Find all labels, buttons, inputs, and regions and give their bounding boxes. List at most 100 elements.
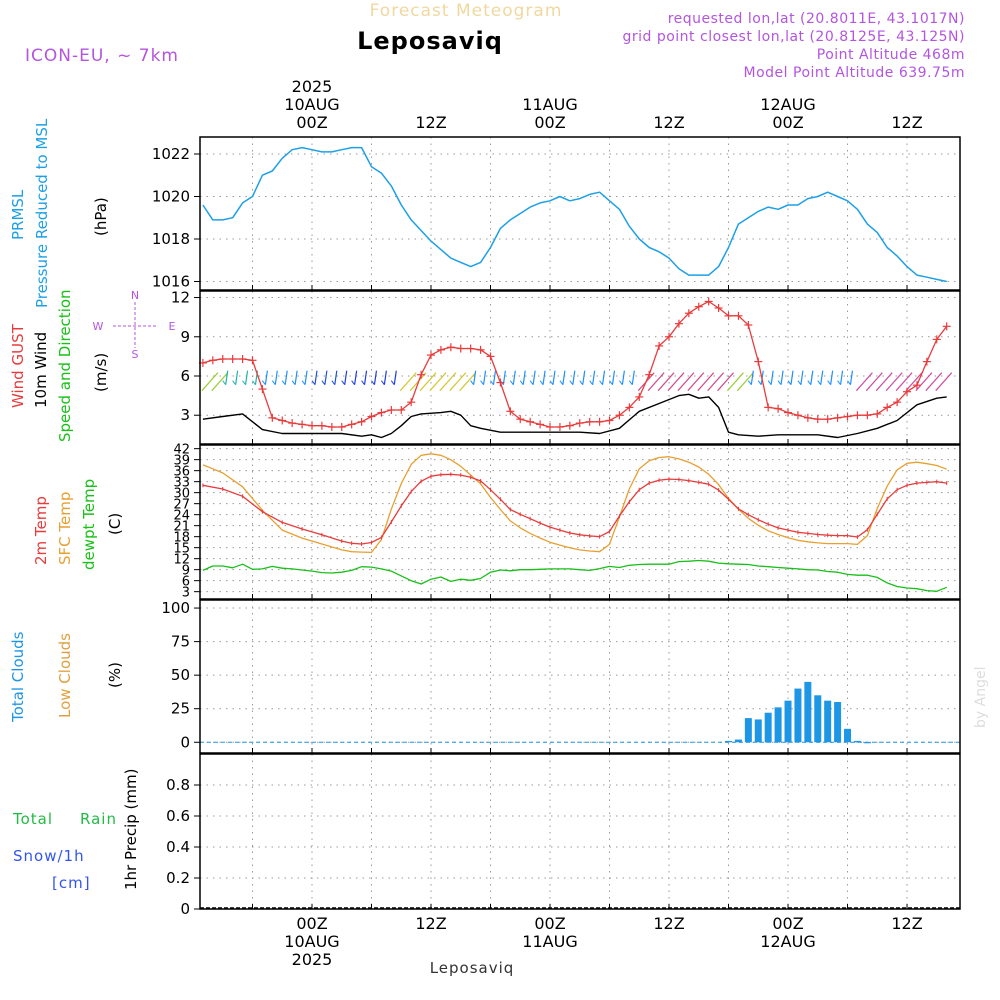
cloud-bar bbox=[764, 712, 772, 743]
wind-barb-head bbox=[519, 380, 524, 385]
cloud-bar bbox=[794, 688, 802, 743]
wind-labels: Wind GUST 10m Wind Speed and Direction (… bbox=[9, 289, 176, 442]
y-tick-label: 75 bbox=[171, 633, 190, 651]
pressure-label-2: Pressure Reduced to MSL bbox=[33, 118, 51, 308]
info-grid: grid point closest lon,lat (20.8125E, 43… bbox=[622, 29, 965, 45]
y-tick-label: 0.2 bbox=[166, 869, 190, 887]
rain-label: Rain bbox=[80, 810, 117, 828]
cloud-bar bbox=[754, 719, 762, 743]
cloud-bar bbox=[725, 740, 733, 743]
wind-barb-head bbox=[470, 380, 475, 385]
time-label-top: 10AUG bbox=[284, 95, 339, 114]
compass-icon: N S W E bbox=[93, 289, 176, 361]
wind-barb bbox=[235, 370, 239, 385]
wind-barb bbox=[582, 370, 586, 385]
panel-frame bbox=[199, 444, 961, 600]
time-label-top: 12AUG bbox=[760, 95, 815, 114]
wind-barb-head bbox=[291, 380, 296, 385]
y-tick-label: 24 bbox=[173, 509, 190, 524]
time-label-bottom: 11AUG bbox=[522, 932, 577, 951]
wind-barb bbox=[264, 370, 268, 385]
wind-barb bbox=[572, 370, 576, 385]
wind-barb-head bbox=[252, 380, 256, 385]
wind-barb-head bbox=[301, 380, 306, 385]
wind-barb-head bbox=[559, 380, 564, 385]
y-tick-label: 30 bbox=[173, 487, 190, 502]
frame-layer: 1016101810201022369123691215182124273033… bbox=[152, 136, 961, 918]
wind-barb bbox=[839, 370, 844, 385]
wind-unit: (m/s) bbox=[92, 353, 110, 392]
wind-barb-head bbox=[351, 380, 356, 385]
y-tick-label: 12 bbox=[171, 289, 190, 307]
data-layer bbox=[198, 146, 960, 909]
wind-barb bbox=[383, 370, 387, 385]
wind-barb bbox=[522, 370, 526, 385]
y-tick-label: 27 bbox=[173, 498, 190, 513]
wind-barb-head bbox=[628, 380, 633, 385]
wind-barb bbox=[667, 372, 685, 392]
y-tick-label: 1020 bbox=[152, 188, 190, 206]
wind-barb bbox=[790, 370, 794, 385]
wind-barb-head bbox=[767, 380, 772, 385]
wind-barb bbox=[314, 370, 318, 385]
wind-barb bbox=[875, 372, 893, 392]
wind-dir-label: Speed and Direction bbox=[56, 289, 74, 442]
wind-barb bbox=[601, 370, 606, 385]
wind-barb bbox=[657, 372, 675, 392]
wind-barb bbox=[621, 370, 625, 385]
time-label-top: 00Z bbox=[534, 113, 565, 132]
wind-barb bbox=[631, 370, 635, 385]
compass-w: W bbox=[93, 320, 104, 333]
wind-barb bbox=[244, 370, 249, 385]
wind-barb-head bbox=[807, 380, 812, 385]
pressure-unit: (hPa) bbox=[92, 197, 110, 236]
y-tick-label: 100 bbox=[161, 599, 190, 617]
y-tick-label: 21 bbox=[173, 520, 190, 535]
footer-place: Leposaviq bbox=[430, 959, 515, 977]
wind-barb-head bbox=[539, 380, 544, 385]
cloud-bar bbox=[774, 707, 782, 743]
total-clouds-label: Total Clouds bbox=[9, 631, 27, 723]
t2m-series-line bbox=[202, 473, 947, 545]
wind-barb bbox=[562, 370, 566, 385]
wind-barb-head bbox=[589, 380, 594, 385]
cloud-labels: Total Clouds Low Clouds (%) bbox=[9, 631, 124, 723]
wind-barb-head bbox=[747, 380, 752, 385]
wind-barb bbox=[482, 370, 487, 385]
dewpt-series-line bbox=[202, 559, 947, 592]
cloud-bar bbox=[824, 700, 832, 743]
time-label-bottom: 12Z bbox=[653, 914, 684, 933]
wind-barb-head bbox=[797, 380, 802, 385]
wind-barb bbox=[492, 370, 497, 385]
wind-barb-head bbox=[847, 380, 851, 385]
temp-labels: 2m Temp SFC Temp dewpt Temp (C) bbox=[32, 479, 124, 570]
y-tick-label: 25 bbox=[171, 700, 190, 718]
wind-barb-head bbox=[331, 380, 336, 385]
y-tick-label: 18 bbox=[173, 531, 190, 546]
wind-barb-head bbox=[757, 380, 762, 385]
wind-barb bbox=[905, 372, 923, 392]
panel-frame bbox=[199, 136, 961, 291]
wind-barb bbox=[727, 372, 744, 392]
time-label-top: 12Z bbox=[415, 113, 446, 132]
chart-title: Leposaviq bbox=[357, 27, 503, 55]
time-label-bottom: 2025 bbox=[292, 950, 333, 969]
wind-barb bbox=[225, 370, 229, 385]
temp-unit: (C) bbox=[106, 513, 124, 535]
wind-barb-head bbox=[817, 380, 822, 385]
wind-barb bbox=[810, 370, 814, 385]
pressure-labels: PRMSL Pressure Reduced to MSL (hPa) bbox=[9, 118, 110, 308]
time-label-top: 00Z bbox=[296, 113, 327, 132]
time-label-bottom: 12Z bbox=[415, 914, 446, 933]
wind-barb bbox=[419, 372, 437, 392]
wind-barb-head bbox=[222, 380, 227, 385]
y-tick-label: 3 bbox=[180, 406, 190, 424]
wind-barb bbox=[849, 370, 854, 385]
wind-barb bbox=[885, 372, 903, 392]
cloud-bar bbox=[784, 700, 792, 743]
wind-barb-head bbox=[361, 380, 365, 385]
y-tick-label: 9 bbox=[182, 564, 190, 579]
chart-subtitle: Forecast Meteogram bbox=[370, 1, 563, 21]
wind-barb-head bbox=[827, 380, 832, 385]
